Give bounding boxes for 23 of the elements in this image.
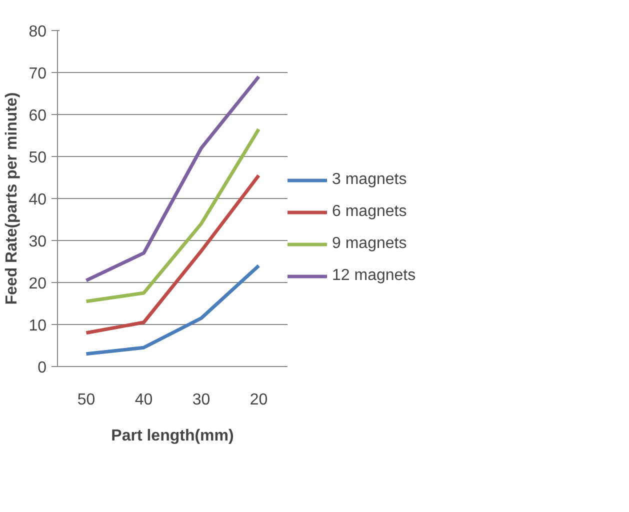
y-tick-label: 0 [38,360,47,376]
x-tick-label: 50 [77,392,96,408]
y-tick-label: 40 [28,192,47,208]
x-tick-label: 20 [250,392,268,408]
x-tick-label: 30 [192,392,210,408]
y-axis-title: Feed Rate(parts per minute) [4,92,21,305]
y-tick-label: 70 [28,66,47,82]
line-series [84,74,260,282]
legend-label: 3 magnets [332,171,407,189]
line-series [84,174,260,335]
y-tick-label: 10 [28,318,47,334]
x-axis-title: Part length(mm) [111,428,234,444]
y-tick-label: 80 [28,24,47,40]
y-tick-label: 30 [28,234,47,250]
y-tick-label: 60 [28,108,47,124]
y-tick-label: 20 [28,276,47,292]
x-tick-label: 40 [134,392,153,408]
legend-label: 12 magnets [332,267,416,285]
line-series [84,127,260,304]
y-tick-label: 50 [28,150,47,166]
legend-label: 9 magnets [332,235,407,253]
line-series [84,264,260,356]
legend-label: 6 magnets [332,203,407,221]
